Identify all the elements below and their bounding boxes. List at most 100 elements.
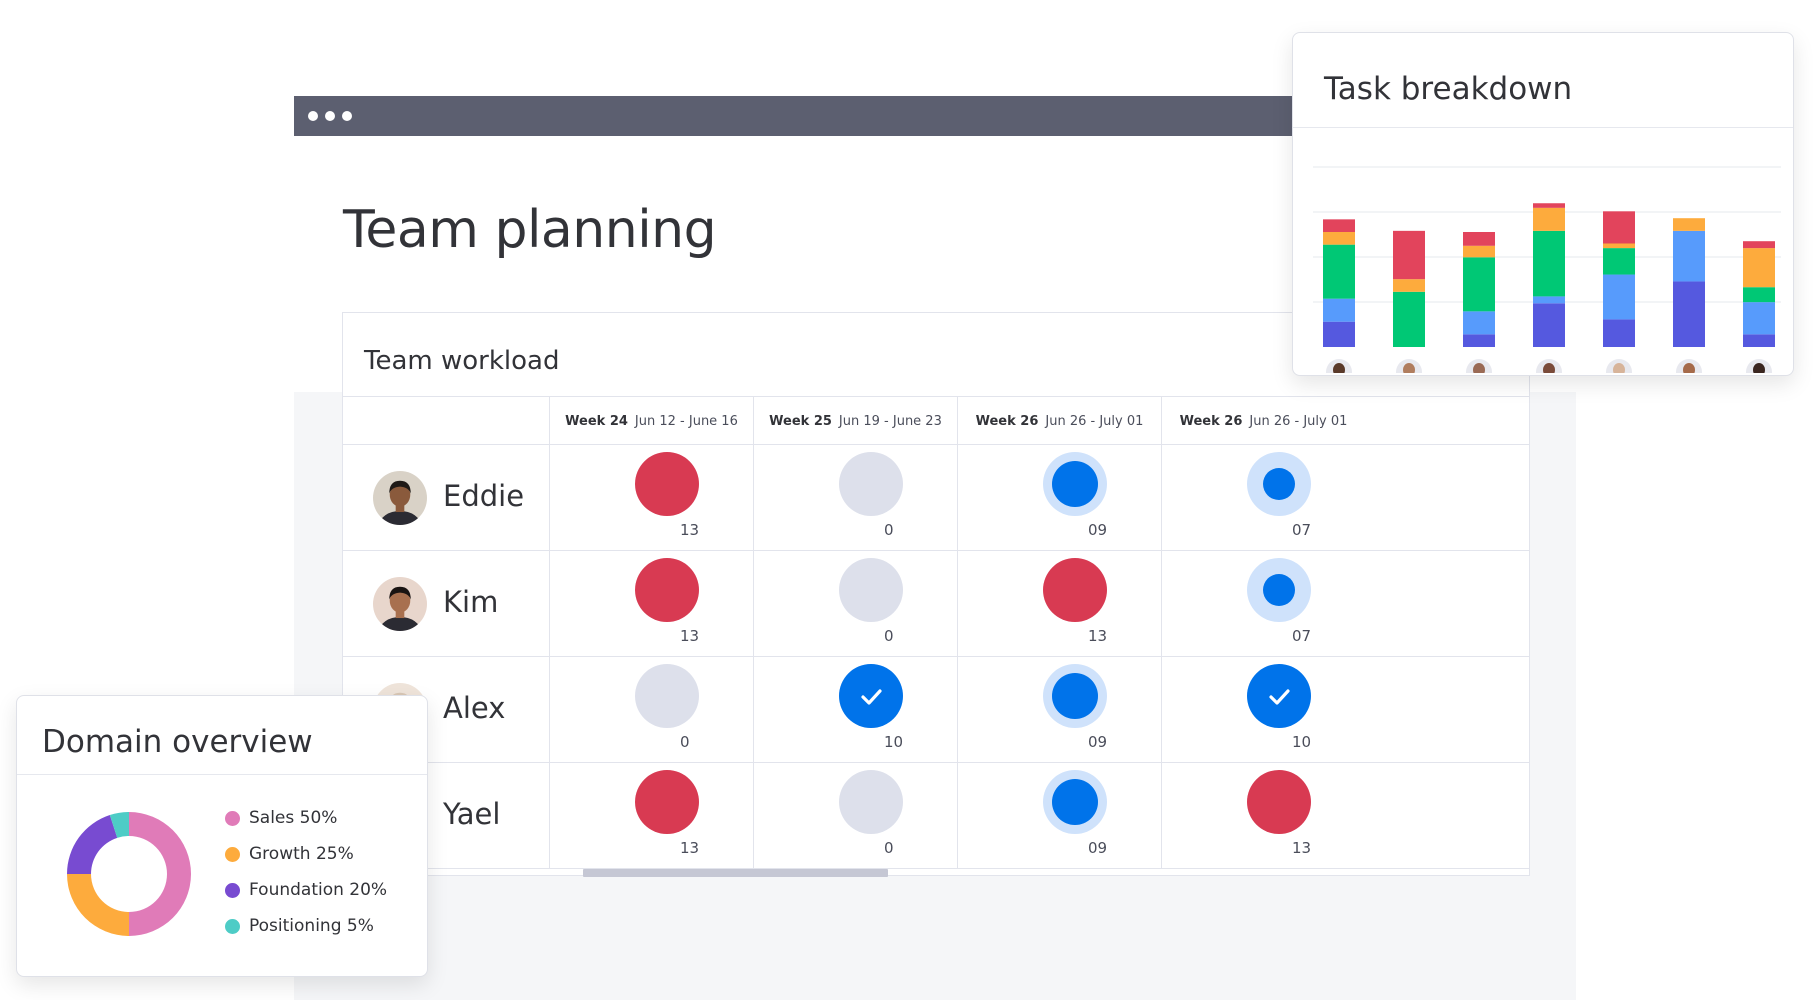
bar-segment <box>1463 334 1495 347</box>
week-header[interactable]: Week 26 Jun 26 - July 01 <box>957 397 1161 445</box>
bar-segment <box>1323 321 1355 347</box>
light-status-badge[interactable] <box>1247 452 1311 516</box>
bar-segment <box>1463 245 1495 258</box>
table-row[interactable]: Eddie 13 0 09 07 <box>343 444 1529 551</box>
week-range: Jun 26 - July 01 <box>1249 413 1348 429</box>
empty-status-badge[interactable] <box>839 558 903 622</box>
avatar-icon <box>1606 359 1632 373</box>
team-workload-card: Team workload Week 24 Jun 12 - June 16 Wee… <box>342 312 1530 877</box>
domain-donut-chart <box>67 812 191 936</box>
bar-segment <box>1323 232 1355 245</box>
workload-cell[interactable]: 13 <box>549 445 753 551</box>
bar-segment <box>1603 319 1635 347</box>
bar-segment <box>1533 207 1565 231</box>
workload-cell[interactable]: 13 <box>549 763 753 869</box>
workload-cell[interactable]: 13 <box>1161 763 1365 869</box>
in-progress-status-badge[interactable] <box>1043 664 1107 728</box>
legend-dot-icon <box>225 810 240 826</box>
light-status-badge[interactable] <box>1247 558 1311 622</box>
in-progress-status-badge[interactable] <box>1043 452 1107 516</box>
bar-segment <box>1743 287 1775 303</box>
window-dot-icon[interactable] <box>342 111 352 121</box>
in-progress-status-badge[interactable] <box>1043 770 1107 834</box>
horizontal-scrollbar[interactable] <box>583 869 888 877</box>
done-status-badge[interactable] <box>1247 664 1311 728</box>
window-dot-icon[interactable] <box>325 111 335 121</box>
bar-segment <box>1603 211 1635 244</box>
workload-cell[interactable]: 0 <box>753 551 957 657</box>
legend-label: Growth 25% <box>249 844 354 864</box>
overloaded-status-badge[interactable] <box>635 770 699 834</box>
workload-cell[interactable]: 13 <box>957 551 1161 657</box>
overloaded-status-badge[interactable] <box>635 558 699 622</box>
week-label: Week 24 <box>565 413 628 429</box>
check-icon <box>861 689 882 705</box>
week-label: Week 26 <box>1179 413 1243 429</box>
empty-status-badge[interactable] <box>839 452 903 516</box>
week-label: Week 26 <box>975 413 1039 429</box>
task-count: 13 <box>1292 839 1312 857</box>
bar-segment <box>1463 257 1495 312</box>
domain-overview-title: Domain overview <box>42 724 313 760</box>
bar-segment <box>1603 243 1635 249</box>
workload-cell[interactable]: 0 <box>549 657 753 763</box>
week-header[interactable]: Week 26 Jun 26 - July 01 <box>1161 397 1365 445</box>
bar-segment <box>1323 244 1355 299</box>
avatar-icon <box>1396 359 1422 373</box>
workload-grid-header: Week 24 Jun 12 - June 16 Week 25 Jun 19 - J… <box>343 396 1529 445</box>
bar-segment <box>1673 218 1705 231</box>
week-header[interactable]: Week 25 Jun 19 - June 23 <box>753 397 957 445</box>
workload-cell[interactable]: 09 <box>957 763 1161 869</box>
task-count: 07 <box>1292 521 1312 539</box>
grid-divider <box>343 868 1529 869</box>
bar-segment <box>1393 230 1425 280</box>
card-divider <box>17 774 427 775</box>
person-cell: Yael <box>343 763 583 869</box>
bar-segment <box>1743 302 1775 335</box>
overloaded-status-badge[interactable] <box>635 452 699 516</box>
bar-segment <box>1743 241 1775 249</box>
person-name: Alex <box>443 691 506 725</box>
header-blank <box>343 397 549 445</box>
bar-segment <box>1393 279 1425 292</box>
table-row[interactable]: Alex 0 10 09 10 <box>343 656 1529 763</box>
bar-segment <box>1603 248 1635 275</box>
person-name: Eddie <box>443 479 525 513</box>
workload-cell[interactable]: 0 <box>753 445 957 551</box>
task-count: 0 <box>884 521 894 539</box>
empty-status-badge[interactable] <box>839 770 903 834</box>
bar-segment <box>1743 334 1775 347</box>
workload-cell[interactable]: 09 <box>957 445 1161 551</box>
bar-segment <box>1743 248 1775 288</box>
avatar[interactable] <box>373 471 427 525</box>
workload-cell[interactable]: 09 <box>957 657 1161 763</box>
week-header[interactable]: Week 24 Jun 12 - June 16 <box>549 397 753 445</box>
workload-cell[interactable]: 0 <box>753 763 957 869</box>
task-count: 13 <box>680 521 700 539</box>
overloaded-status-badge[interactable] <box>1043 558 1107 622</box>
bar-segment <box>1533 296 1565 304</box>
bar-segment <box>1533 230 1565 297</box>
bar-segment <box>1533 203 1565 208</box>
workload-cell[interactable]: 13 <box>549 551 753 657</box>
bar-segment <box>1463 311 1495 335</box>
bar-segment <box>1393 291 1425 347</box>
avatar-icon <box>1746 359 1772 373</box>
task-count: 13 <box>680 839 700 857</box>
task-count: 07 <box>1292 627 1312 645</box>
task-count: 0 <box>884 839 894 857</box>
overloaded-status-badge[interactable] <box>1247 770 1311 834</box>
legend-label: Sales 50% <box>249 808 338 828</box>
table-row[interactable]: Yael 13 0 09 13 <box>343 762 1529 869</box>
check-icon <box>1269 689 1290 705</box>
done-status-badge[interactable] <box>839 664 903 728</box>
workload-cell[interactable]: 07 <box>1161 551 1365 657</box>
workload-cell[interactable]: 10 <box>753 657 957 763</box>
avatar[interactable] <box>373 577 427 631</box>
workload-cell[interactable]: 07 <box>1161 445 1365 551</box>
window-dot-icon[interactable] <box>308 111 318 121</box>
empty-status-badge[interactable] <box>635 664 699 728</box>
task-count: 09 <box>1088 521 1108 539</box>
table-row[interactable]: Kim 13 0 13 07 <box>343 550 1529 657</box>
workload-cell[interactable]: 10 <box>1161 657 1365 763</box>
